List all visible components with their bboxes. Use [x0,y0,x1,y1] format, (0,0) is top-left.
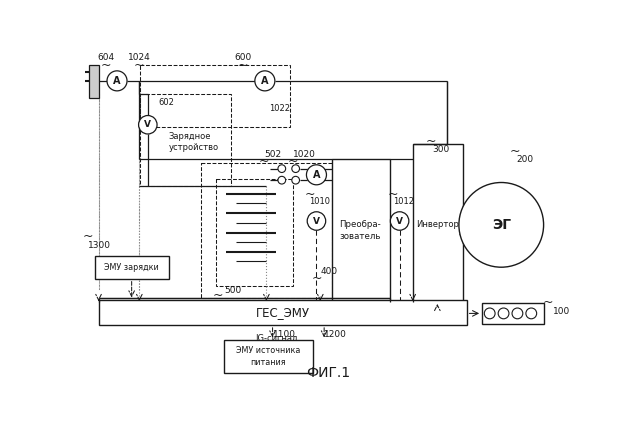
Text: 602: 602 [159,98,175,107]
Text: ~: ~ [101,59,111,72]
Bar [140,94,231,186]
Circle shape [292,165,300,172]
Text: ~: ~ [542,296,553,309]
Text: ~: ~ [238,59,248,72]
Text: Преобра-: Преобра- [339,220,381,229]
Circle shape [255,71,275,91]
Text: ГЕС_ЭМУ: ГЕС_ЭМУ [255,306,310,319]
Circle shape [390,212,409,230]
Text: ЭГ: ЭГ [492,218,511,232]
Text: A: A [313,170,320,180]
Text: ЭМУ зарядки: ЭМУ зарядки [104,263,159,272]
Circle shape [459,182,543,267]
Text: ~: ~ [510,145,520,158]
Circle shape [498,308,509,319]
Bar [201,163,332,298]
Bar [224,341,312,373]
Text: IG-сигнал: IG-сигнал [255,334,297,343]
Bar [482,303,543,324]
Bar [216,178,293,286]
Text: 200: 200 [516,155,534,164]
Text: A: A [261,76,269,86]
Text: 1010: 1010 [310,197,330,206]
Text: 400: 400 [320,267,337,276]
Text: V: V [145,120,151,129]
Text: ~: ~ [288,155,299,168]
Text: V: V [396,216,403,225]
Circle shape [278,165,285,172]
Bar [99,300,467,325]
Text: 1022: 1022 [269,104,291,113]
Circle shape [484,308,495,319]
Text: A: A [113,76,121,86]
Text: 502: 502 [264,150,281,159]
Text: ЭМУ источника: ЭМУ источника [236,346,300,355]
Circle shape [512,308,523,319]
Bar [90,65,99,98]
Bar [140,65,291,127]
Text: питания: питания [250,358,285,367]
Text: зователь: зователь [340,232,381,241]
Text: 1100: 1100 [273,331,296,339]
Text: 1300: 1300 [88,241,111,250]
Text: ~: ~ [134,59,145,72]
Text: ~: ~ [304,187,315,200]
Text: 600: 600 [235,53,252,62]
Bar [95,256,168,279]
Circle shape [107,71,127,91]
Bar [413,144,463,306]
Text: ~: ~ [83,230,93,243]
Text: устройство: устройство [168,143,219,152]
Text: 1024: 1024 [128,53,151,62]
Bar [332,160,390,302]
Text: 1020: 1020 [293,150,316,159]
Text: 1200: 1200 [324,331,347,339]
Text: 300: 300 [432,145,449,154]
Text: V: V [313,216,320,225]
Text: 100: 100 [553,307,570,316]
Circle shape [307,165,326,185]
Circle shape [278,176,285,184]
Text: ~: ~ [259,155,269,168]
Circle shape [292,176,300,184]
Text: ~: ~ [311,272,322,285]
Text: ФИГ.1: ФИГ.1 [306,366,350,381]
Text: Инвертор: Инвертор [416,220,459,229]
Circle shape [307,212,326,230]
Text: ~: ~ [212,289,223,301]
Text: ~: ~ [425,135,436,147]
Circle shape [139,116,157,134]
Text: Зарядное: Зарядное [168,132,211,141]
Text: ~: ~ [387,187,398,200]
Text: 604: 604 [98,53,115,62]
Text: 500: 500 [224,286,241,295]
Circle shape [526,308,537,319]
Text: 1012: 1012 [393,197,413,206]
